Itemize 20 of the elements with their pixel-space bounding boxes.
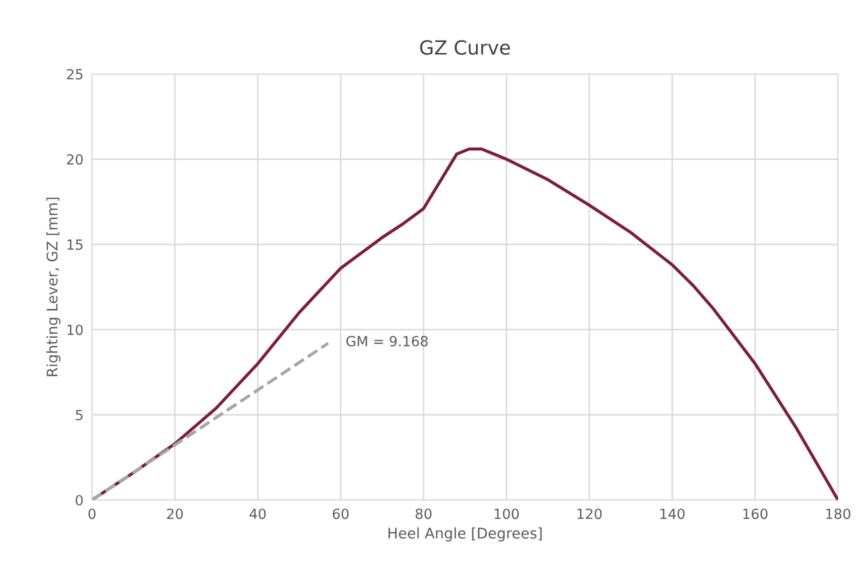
- x-tick-label: 20: [167, 508, 183, 520]
- y-tick-label: 0: [76, 494, 83, 506]
- y-axis-title: Righting Lever, GZ [mm]: [46, 198, 60, 376]
- y-tick-label: 25: [67, 68, 82, 80]
- x-tick-label: 100: [494, 508, 519, 520]
- x-tick-label: 180: [826, 508, 850, 520]
- annotation: GM = 9.168: [346, 336, 428, 346]
- chart-title: GZ Curve: [420, 40, 510, 55]
- x-tick-label: 140: [660, 508, 685, 520]
- x-tick-label: 160: [743, 508, 768, 520]
- x-tick-label: 40: [250, 508, 266, 520]
- x-tick-label: 0: [88, 508, 96, 520]
- x-tick-label: 120: [578, 508, 602, 520]
- x-axis-title: Heel Angle [Degrees]: [388, 527, 542, 542]
- x-tick-label: 80: [416, 508, 432, 520]
- y-tick-label: 5: [76, 410, 82, 420]
- y-tick-label: 10: [68, 324, 83, 336]
- y-tick-label: 15: [68, 240, 82, 250]
- x-tick-label: 60: [332, 508, 349, 520]
- y-tick-label: 20: [67, 154, 83, 165]
